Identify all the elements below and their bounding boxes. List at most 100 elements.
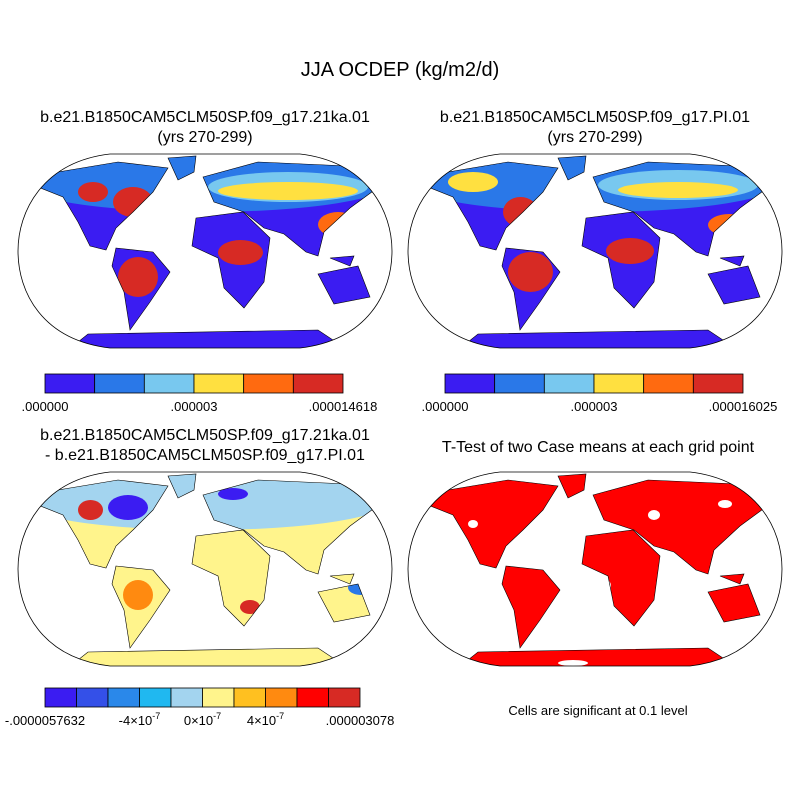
coastline (167, 473, 197, 499)
colorbar-label: .000003 (571, 399, 618, 414)
field-patch (128, 530, 148, 550)
colorbar-box (543, 373, 595, 394)
field-patch (648, 510, 660, 520)
colorbar-box (692, 373, 744, 394)
field-patch (468, 520, 478, 528)
field-patch (718, 500, 732, 508)
coastline (707, 583, 761, 623)
colorbar-box (296, 687, 329, 708)
field-patch (113, 187, 153, 217)
coastline (719, 255, 745, 267)
field-patch (708, 214, 750, 236)
colorbar-label: -4×10-7 (119, 711, 161, 728)
panel-title: b.e21.B1850CAM5CLM50SP.f09_g17.PI.01 (440, 109, 750, 126)
colorbar-box (193, 373, 245, 394)
field-patch (78, 182, 108, 202)
map (407, 153, 783, 349)
panel-title: (yrs 270-299) (547, 129, 642, 146)
label-exponent: -7 (213, 711, 221, 721)
field-patch (218, 182, 358, 200)
coastline (707, 265, 761, 305)
coastline (191, 211, 271, 309)
field-patch (318, 212, 358, 237)
field-patch (503, 197, 538, 227)
coastline (557, 473, 587, 499)
colorbar-box (265, 687, 298, 708)
panel-title: b.e21.B1850CAM5CLM50SP.f09_g17.21ka.01 (40, 109, 370, 126)
colorbar-box (593, 373, 645, 394)
colorbar-label: 4×10-7 (247, 711, 284, 728)
coastline (111, 565, 171, 649)
map (17, 153, 393, 349)
coastline (167, 155, 197, 181)
colorbar-box (233, 687, 266, 708)
colorbar-box (170, 687, 203, 708)
label-base: 0×10 (184, 713, 213, 728)
coastline (329, 255, 355, 267)
colorbar: -.0000057632 -4×10-7 0×10-7 4×10-7.00000307… (5, 687, 395, 728)
panel-title: T-Test of two Case means at each grid po… (442, 439, 755, 456)
colorbar: .000000 .000003 .000016025 (422, 373, 778, 414)
label-exponent: -7 (276, 711, 284, 721)
colorbar-label: -.0000057632 (5, 713, 85, 728)
colorbar-label: .000003078 (326, 713, 395, 728)
label-base: 4×10 (247, 713, 276, 728)
colorbar-box (328, 687, 361, 708)
colorbar-box (139, 687, 172, 708)
panel-title: (yrs 270-299) (157, 129, 252, 146)
coastline (501, 565, 561, 649)
colorbar-box (94, 373, 145, 394)
colorbar-label: .000000 (22, 399, 69, 414)
coastline (581, 211, 661, 309)
field-patch (240, 600, 260, 614)
field-patch (606, 238, 654, 264)
colorbar-box (643, 373, 694, 394)
field-patch (118, 257, 158, 297)
field-patch (123, 580, 153, 610)
coastline (37, 161, 169, 251)
colorbar-box (107, 687, 140, 708)
coastline (111, 247, 171, 331)
map (407, 471, 783, 667)
coastline (581, 529, 661, 627)
coastline (317, 265, 371, 305)
panel-title: - b.e21.B1850CAM5CLM50SP.f09_g17.PI.01 (45, 447, 365, 464)
map-frame (407, 471, 783, 667)
coastline (191, 529, 271, 627)
colorbar-box (494, 373, 545, 394)
map-frame (17, 153, 393, 349)
colorbar-box (143, 373, 195, 394)
colorbar-box (243, 373, 294, 394)
colorbar-box (76, 687, 109, 708)
colorbar-label: .000000 (422, 399, 469, 414)
colorbar: .000000 .000003 .000014618 (22, 373, 378, 414)
colorbar-label: .000014618 (309, 399, 378, 414)
coastline (317, 583, 371, 623)
field-patch (558, 660, 588, 666)
coastline (501, 247, 561, 331)
colorbar-label: .000016025 (709, 399, 778, 414)
field-patch (508, 252, 553, 292)
field-patch (218, 488, 248, 500)
field-patch (618, 182, 738, 198)
coastline (427, 479, 559, 569)
coastline (329, 573, 355, 585)
field-patch (218, 240, 263, 265)
coastline (427, 161, 559, 251)
note: Cells are significant at 0.1 level (508, 703, 687, 718)
coastline (557, 155, 587, 181)
colorbar-box (444, 373, 496, 394)
map-frame (407, 153, 783, 349)
map (17, 471, 393, 667)
colorbar-box (202, 687, 235, 708)
field-patch (448, 172, 498, 192)
label-base: -4×10 (119, 713, 153, 728)
colorbar-label: 0×10-7 (184, 711, 221, 728)
panel-title: b.e21.B1850CAM5CLM50SP.f09_g17.21ka.01 (40, 427, 370, 444)
coastline (37, 479, 169, 569)
colorbar-box (44, 687, 77, 708)
field-patch (108, 495, 148, 520)
colorbar-box (44, 373, 96, 394)
field-patch (348, 580, 373, 595)
